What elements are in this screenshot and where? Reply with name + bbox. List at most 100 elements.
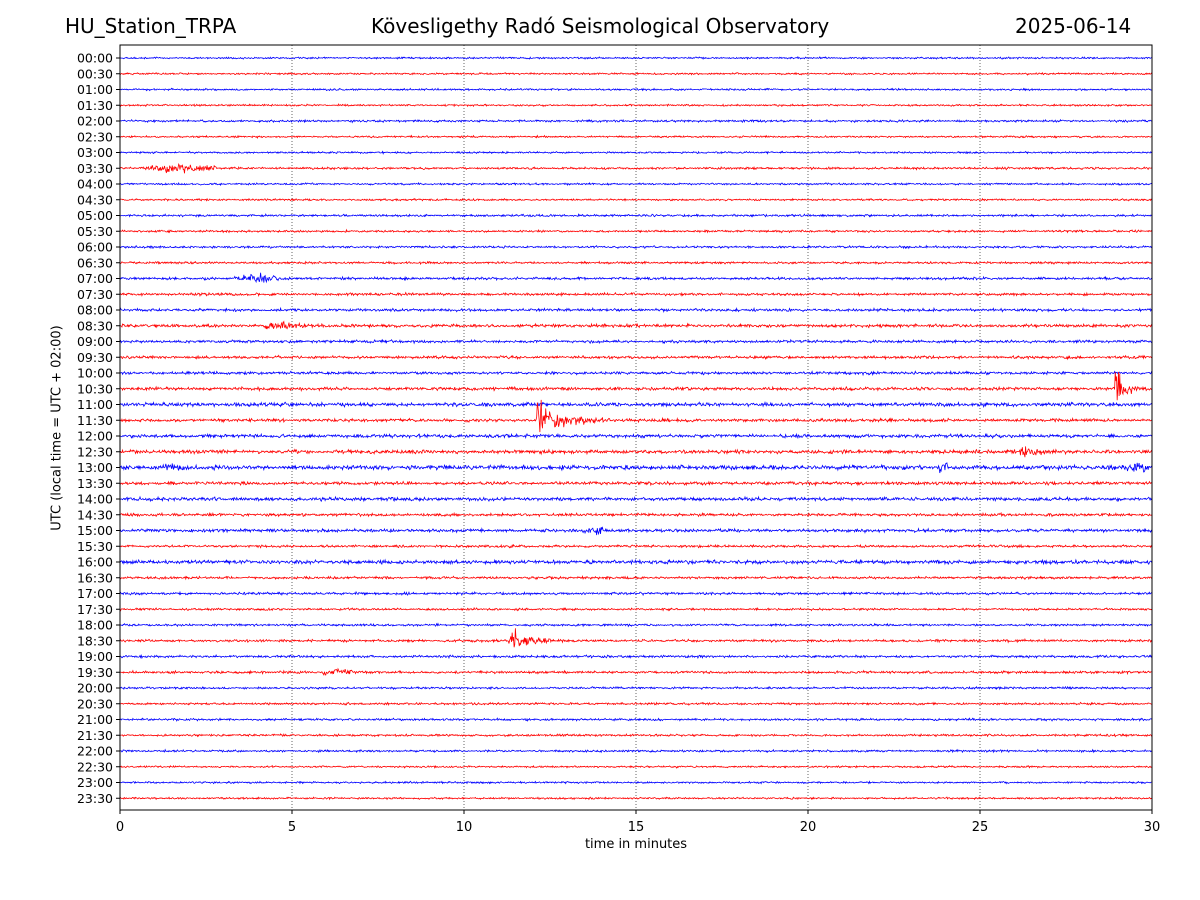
y-tick-label: 16:30 [77,570,113,585]
trace-16:00 [119,558,1153,566]
y-tick-label: 15:30 [77,539,113,554]
trace-06:00 [119,244,1153,250]
trace-16:30 [119,575,1153,581]
vertical-grid [291,45,981,810]
y-tick-label: 06:00 [77,240,113,255]
record-date: 2025-06-14 [1015,14,1132,38]
y-tick-label: 14:00 [77,492,113,507]
y-tick-label: 12:00 [77,429,113,444]
trace-04:00 [119,181,1153,187]
trace-00:00 [119,55,1153,60]
trace-13:00 [119,462,1153,474]
trace-09:00 [119,338,1153,345]
y-tick-label: 12:30 [77,444,113,459]
trace-08:00 [119,306,1153,313]
observatory-title: Kövesligethy Radó Seismological Observat… [371,14,830,38]
x-tick-label: 25 [972,820,989,835]
trace-05:30 [119,228,1153,234]
y-tick-label: 10:00 [77,366,113,381]
y-tick-label: 09:00 [77,334,113,349]
y-tick-label: 00:00 [77,51,113,66]
seismic-traces [119,55,1153,801]
trace-07:00 [119,272,1153,284]
trace-10:00 [119,369,1153,377]
y-tick-label: 00:30 [77,66,113,81]
trace-00:30 [119,71,1153,76]
y-tick-label: 01:30 [77,98,113,113]
x-axis-label: time in minutes [584,837,688,852]
trace-23:30 [119,796,1153,801]
y-tick-label: 22:00 [77,744,113,759]
trace-19:00 [119,653,1153,660]
y-tick-label: 13:30 [77,476,113,491]
y-tick-label: 10:30 [77,381,113,396]
trace-03:00 [119,150,1153,155]
trace-08:30 [119,320,1153,330]
y-tick-label: 20:30 [77,696,113,711]
trace-03:30 [119,163,1153,174]
y-tick-label: 08:30 [77,318,113,333]
y-tick-label: 07:30 [77,287,113,302]
trace-19:30 [119,667,1153,676]
x-tick-label: 15 [628,820,645,835]
y-tick-label: 15:00 [77,523,113,538]
trace-20:00 [119,685,1153,691]
y-tick-label: 09:30 [77,350,113,365]
trace-02:00 [119,118,1153,124]
trace-10:30 [119,372,1153,401]
trace-07:30 [119,291,1153,298]
y-tick-label: 19:30 [77,665,113,680]
y-axis: 00:0000:3001:0001:3002:0002:3003:0003:30… [77,51,120,806]
y-tick-label: 08:00 [77,303,113,318]
x-tick-label: 20 [800,820,817,835]
y-tick-label: 18:30 [77,633,113,648]
trace-01:30 [119,103,1153,108]
y-tick-label: 03:30 [77,161,113,176]
trace-15:30 [119,543,1153,549]
trace-13:30 [119,480,1153,487]
y-tick-label: 11:00 [77,397,113,412]
y-tick-label: 06:30 [77,255,113,270]
y-tick-label: 21:30 [77,728,113,743]
y-axis-label: UTC (local time = UTC + 02:00) [49,325,65,531]
trace-21:30 [119,733,1153,738]
y-tick-label: 18:00 [77,618,113,633]
trace-14:00 [119,495,1153,503]
y-tick-label: 05:30 [77,224,113,239]
trace-22:00 [119,748,1153,754]
y-tick-label: 23:30 [77,791,113,806]
trace-09:30 [119,354,1153,361]
y-tick-label: 17:30 [77,602,113,617]
trace-01:00 [119,87,1153,92]
y-tick-label: 04:00 [77,177,113,192]
trace-17:00 [119,590,1153,597]
y-tick-label: 01:00 [77,82,113,97]
y-tick-label: 13:00 [77,460,113,475]
y-tick-label: 23:00 [77,775,113,790]
trace-04:30 [119,197,1153,202]
trace-15:00 [119,526,1153,536]
trace-22:30 [119,764,1153,769]
trace-11:00 [119,401,1153,409]
x-tick-label: 10 [456,820,473,835]
y-tick-label: 04:30 [77,192,113,207]
y-tick-label: 22:30 [77,759,113,774]
station-name: HU_Station_TRPA [65,14,237,38]
trace-18:30 [119,628,1153,648]
x-axis: 0 5 10 15 20 25 30 [116,810,1160,835]
trace-17:30 [119,606,1153,612]
y-tick-label: 16:00 [77,555,113,570]
y-tick-label: 11:30 [77,413,113,428]
y-tick-label: 03:00 [77,145,113,160]
y-tick-label: 19:00 [77,649,113,664]
x-tick-label: 5 [288,820,296,835]
y-tick-label: 17:00 [77,586,113,601]
x-tick-label: 30 [1144,820,1161,835]
x-tick-label: 0 [116,820,124,835]
trace-23:00 [119,780,1153,785]
y-tick-label: 02:30 [77,129,113,144]
trace-05:00 [119,213,1153,218]
y-tick-label: 20:00 [77,681,113,696]
y-tick-label: 05:00 [77,208,113,223]
